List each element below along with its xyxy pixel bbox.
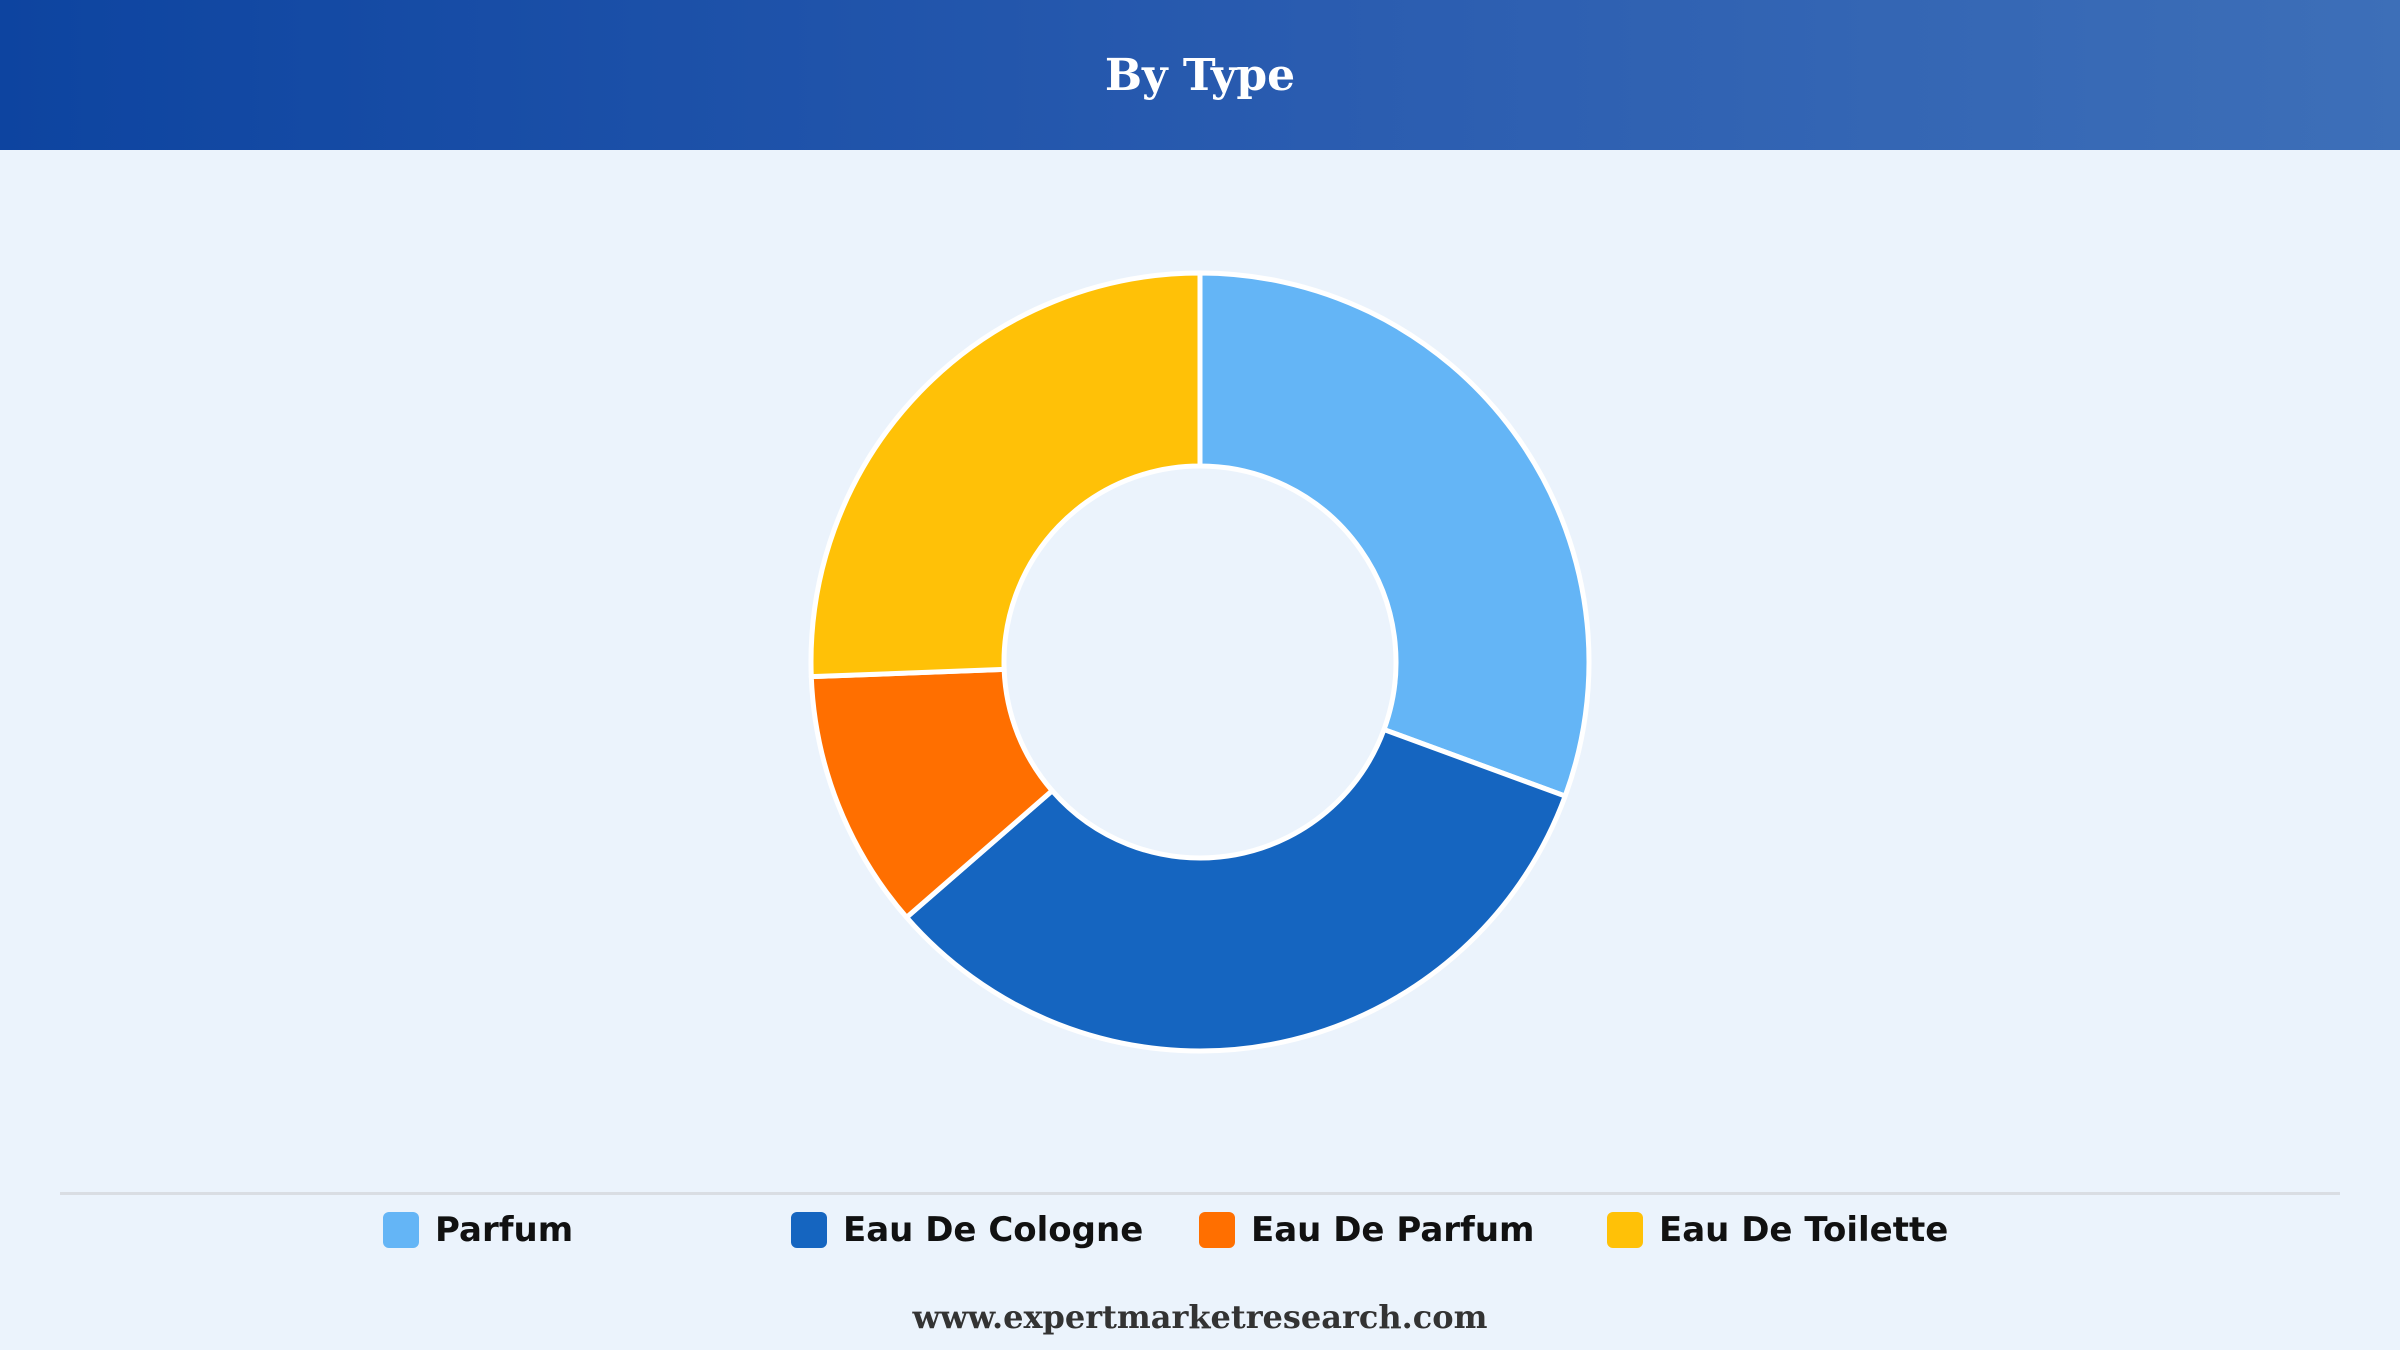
legend-item-eau-de-parfum[interactable]: Eau De Parfum <box>1199 1210 1534 1250</box>
legend-label: Eau De Cologne <box>843 1210 1144 1250</box>
slice-eau-de-toilette[interactable] <box>808 270 1203 680</box>
legend-swatch <box>791 1212 827 1248</box>
legend-label: Parfum <box>435 1210 574 1250</box>
donut-chart <box>808 270 1592 1054</box>
legend-item-eau-de-cologne[interactable]: Eau De Cologne <box>791 1210 1143 1250</box>
slice-parfum[interactable] <box>1197 270 1592 799</box>
legend-divider <box>60 1192 2340 1195</box>
slice-eau-de-parfum[interactable] <box>808 666 1055 920</box>
legend-swatch <box>383 1212 419 1248</box>
legend: Parfum Eau De Cologne Eau De Parfum Eau … <box>0 1210 2400 1250</box>
legend-swatch <box>1199 1212 1235 1248</box>
source-url: www.expertmarketresearch.com <box>912 1298 1488 1336</box>
slice-eau-de-cologne[interactable] <box>904 727 1568 1054</box>
legend-label: Eau De Parfum <box>1251 1210 1535 1250</box>
header-bar: By Type <box>0 0 2400 150</box>
legend-label: Eau De Toilette <box>1659 1210 1949 1250</box>
legend-swatch <box>1607 1212 1643 1248</box>
legend-item-eau-de-toilette[interactable]: Eau De Toilette <box>1607 1210 1948 1250</box>
legend-item-parfum[interactable]: Parfum <box>383 1210 573 1250</box>
chart-title: By Type <box>1104 49 1296 101</box>
